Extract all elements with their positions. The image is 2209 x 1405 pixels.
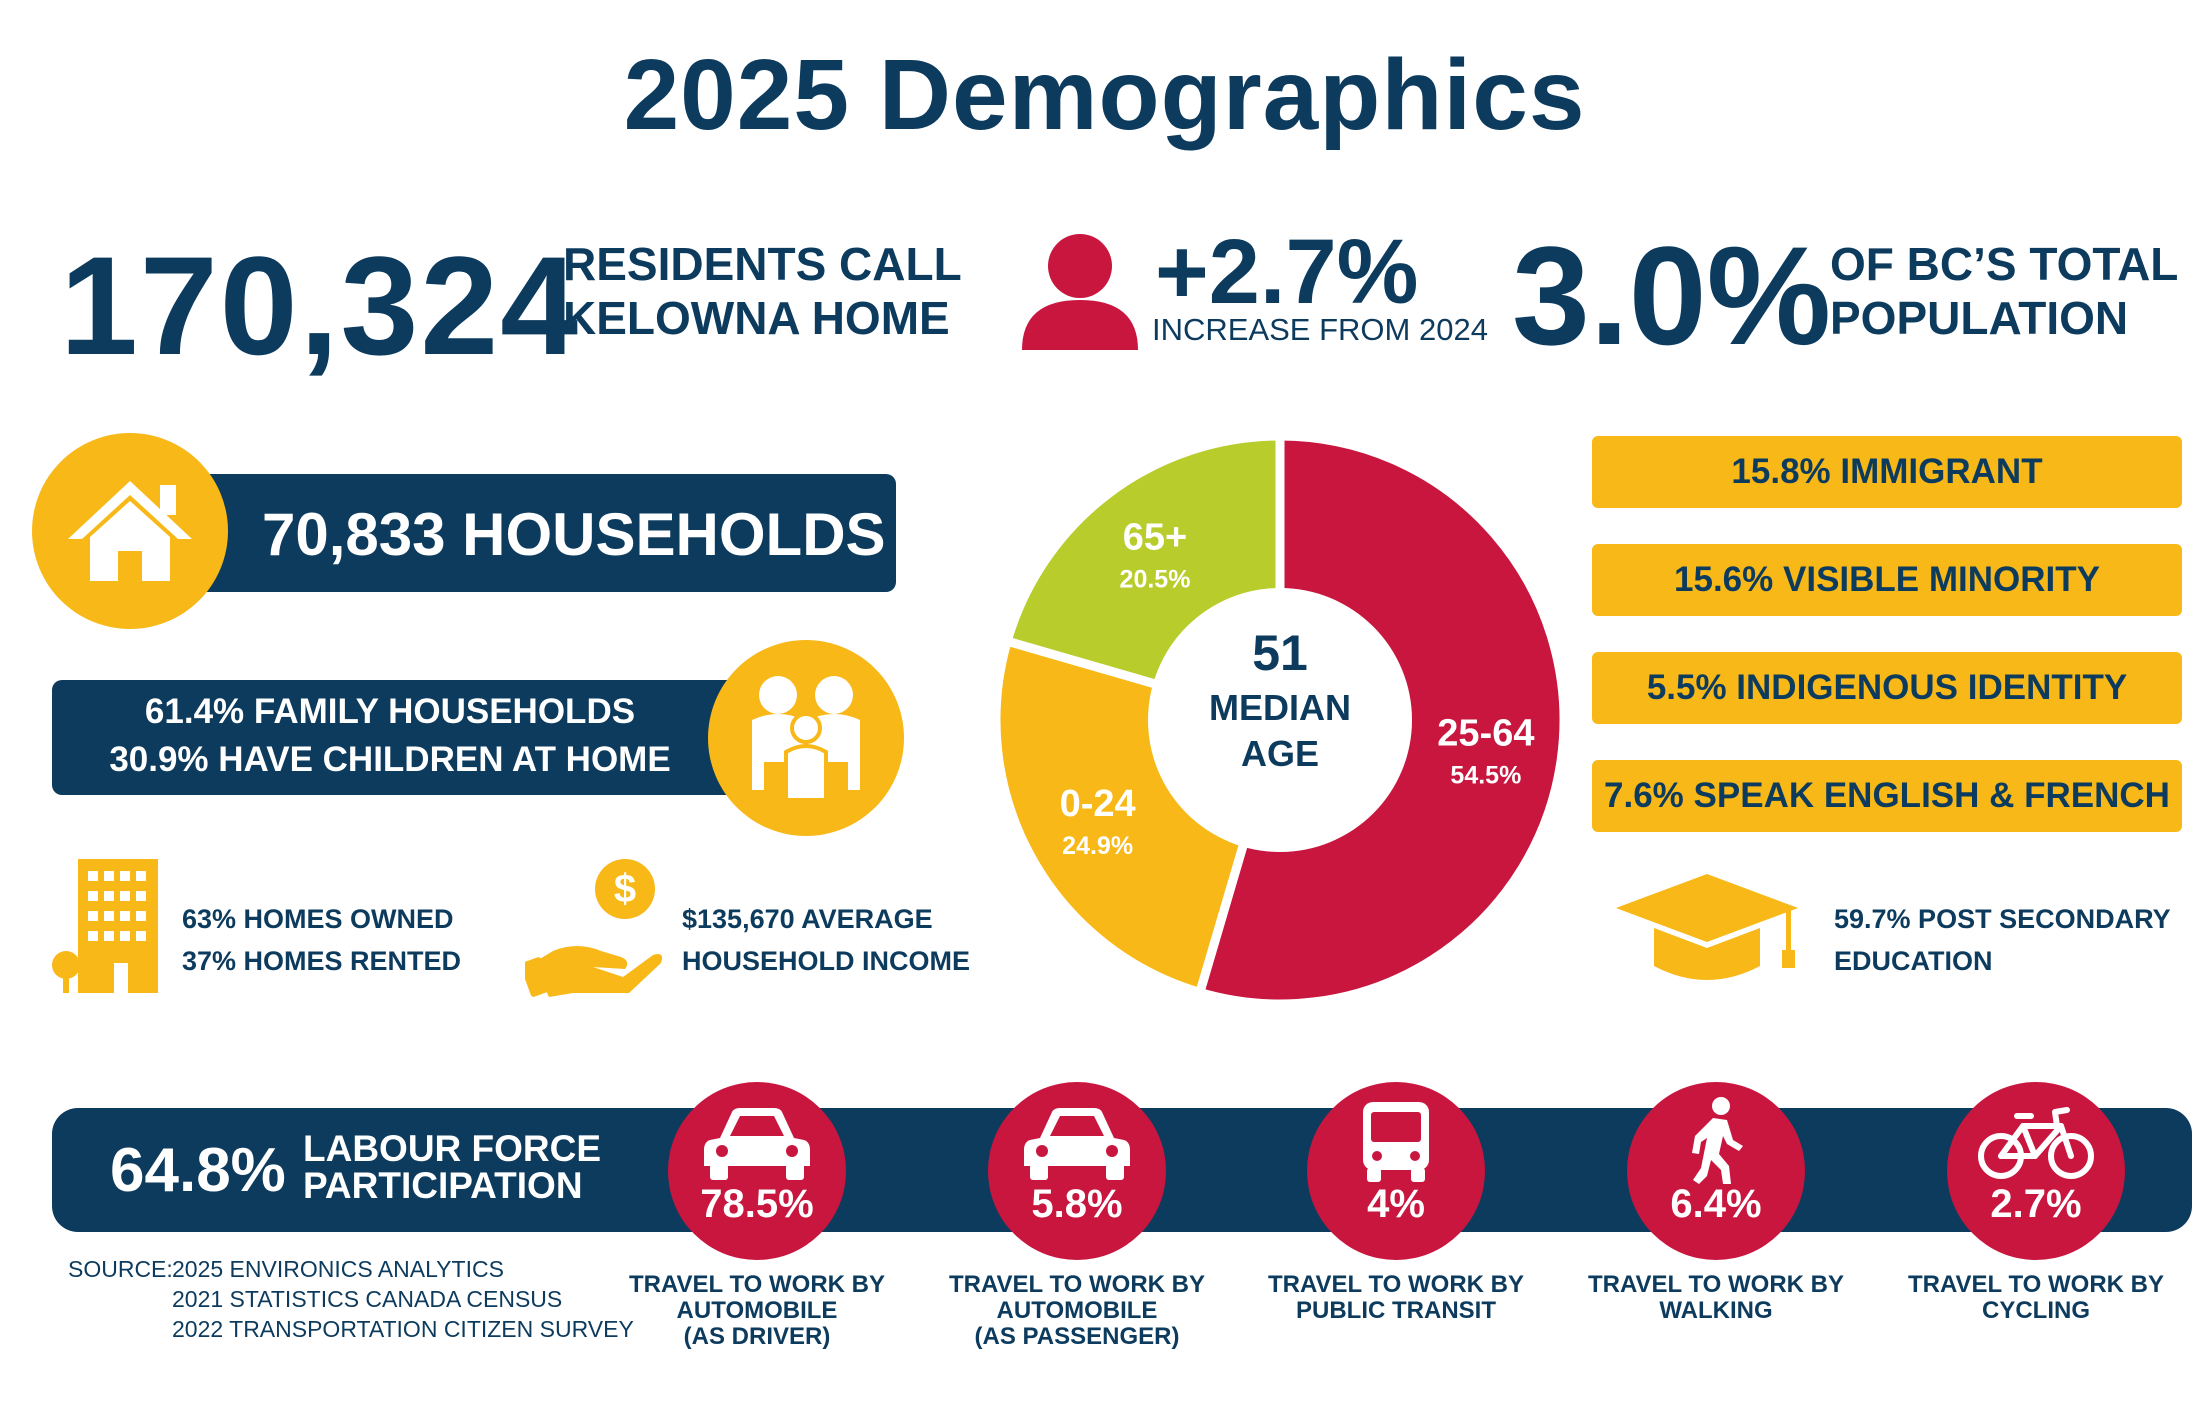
immigrant-stat: 15.8% IMMIGRANT xyxy=(1592,436,2182,508)
visible-minority-stat: 15.6% VISIBLE MINORITY xyxy=(1592,544,2182,616)
income-text-line1: $135,670 AVERAGE xyxy=(682,904,933,934)
indigenous-identity-stat: 5.5% INDIGENOUS IDENTITY xyxy=(1592,652,2182,724)
travel-driver-caption: TRAVEL TO WORK BY AUTOMOBILE (AS DRIVER) xyxy=(628,1271,885,1350)
family-icon-badge xyxy=(708,640,904,836)
family-households-text: 61.4% FAMILY HOUSEHOLDS xyxy=(144,692,636,731)
source-line-2: 2021 STATISTICS CANADA CENSUS xyxy=(172,1286,563,1312)
households-label: 70,833 HOUSEHOLDS xyxy=(262,501,886,568)
donut-value-65+: 20.5% xyxy=(1120,566,1191,594)
person-icon xyxy=(1020,232,1140,350)
travel-transit-badge: 4% xyxy=(1307,1082,1485,1260)
bus-icon xyxy=(1363,1102,1429,1182)
residents-label-line2: KELOWNA HOME xyxy=(563,292,950,344)
median-age-label-line2: AGE xyxy=(1241,733,1319,774)
travel-transit-caption: TRAVEL TO WORK BY PUBLIC TRANSIT xyxy=(1267,1271,1524,1324)
donut-label-0-24: 0-24 xyxy=(1060,783,1136,825)
travel-walking-badge: 6.4% xyxy=(1627,1082,1805,1260)
travel-walking-caption: TRAVEL TO WORK BY WALKING xyxy=(1587,1271,1844,1324)
family-bar xyxy=(52,680,742,795)
bc-share-label-line2: POPULATION xyxy=(1830,292,2129,344)
travel-passenger-caption: TRAVEL TO WORK BY AUTOMOBILE (AS PASSENGER… xyxy=(948,1271,1205,1350)
travel-cycling-percent: 2.7% xyxy=(1990,1182,2082,1226)
source-line-3: 2022 TRANSPORTATION CITIZEN SURVEY xyxy=(172,1316,634,1342)
labour-force-label-line1: LABOUR FORCE xyxy=(303,1128,602,1169)
median-age-label-line1: MEDIAN xyxy=(1209,687,1351,728)
page-title: 2025 Demographics xyxy=(623,39,1586,151)
family-icon xyxy=(752,676,860,802)
education-text-line2: EDUCATION xyxy=(1834,946,1993,976)
education-text-line1: 59.7% POST SECONDARY xyxy=(1834,904,2171,934)
homes-rented-text: 37% HOMES RENTED xyxy=(182,946,462,976)
households-bar xyxy=(190,474,896,592)
dollar-sign: $ xyxy=(613,867,637,911)
labour-force-percent: 64.8% xyxy=(110,1136,286,1205)
homes-owned-text: 63% HOMES OWNED xyxy=(182,904,454,934)
travel-cycling-badge: 2.7% xyxy=(1947,1082,2125,1260)
children-at-home-text: 30.9% HAVE CHILDREN AT HOME xyxy=(109,740,671,779)
residents-label-line1: RESIDENTS CALL xyxy=(563,238,962,290)
source-label: SOURCE: xyxy=(68,1256,173,1282)
house-icon xyxy=(68,481,192,581)
bc-share-percent: 3.0% xyxy=(1512,217,1832,374)
car-icon xyxy=(1024,1108,1130,1180)
house-icon-badge xyxy=(32,433,228,629)
increase-label: INCREASE FROM 2024 xyxy=(1152,312,1488,347)
source-line-1: 2025 ENVIRONICS ANALYTICS xyxy=(172,1256,504,1282)
donut-label-65+: 65+ xyxy=(1123,517,1187,559)
travel-transit-percent: 4% xyxy=(1367,1182,1425,1226)
walking-icon xyxy=(1692,1097,1743,1184)
travel-driver-badge: 78.5% xyxy=(668,1082,846,1260)
travel-driver-percent: 78.5% xyxy=(700,1182,814,1226)
donut-value-25-64: 54.5% xyxy=(1450,762,1521,790)
travel-passenger-percent: 5.8% xyxy=(1031,1182,1123,1226)
age-donut-chart: 25-64 54.5% 0-24 24.9% 65+ 20.5% 51 MEDIAN AG… xyxy=(991,431,1569,1009)
donut-hole xyxy=(1148,588,1412,852)
bicycle-icon xyxy=(1978,1107,2094,1179)
graduation-cap-icon xyxy=(1612,870,1802,990)
donut-value-0-24: 24.9% xyxy=(1062,832,1133,860)
car-icon xyxy=(704,1108,810,1180)
travel-walking-percent: 6.4% xyxy=(1670,1182,1762,1226)
labour-force-label-line2: PARTICIPATION xyxy=(303,1165,583,1206)
income-text-line2: HOUSEHOLD INCOME xyxy=(682,946,971,976)
travel-passenger-badge: 5.8% xyxy=(988,1082,1166,1260)
donut-label-25-64: 25-64 xyxy=(1437,713,1534,755)
bc-share-label-line1: OF BC’S TOTAL xyxy=(1830,238,2179,290)
travel-cycling-caption: TRAVEL TO WORK BY CYCLING xyxy=(1907,1271,2164,1324)
english-french-stat: 7.6% SPEAK ENGLISH & FRENCH xyxy=(1592,760,2182,832)
residents-count: 170,324 xyxy=(60,227,581,384)
median-age-value: 51 xyxy=(1252,625,1308,681)
apartment-building-icon xyxy=(40,855,170,995)
increase-percent: +2.7% xyxy=(1155,221,1419,323)
income-hand-icon xyxy=(520,855,665,1000)
